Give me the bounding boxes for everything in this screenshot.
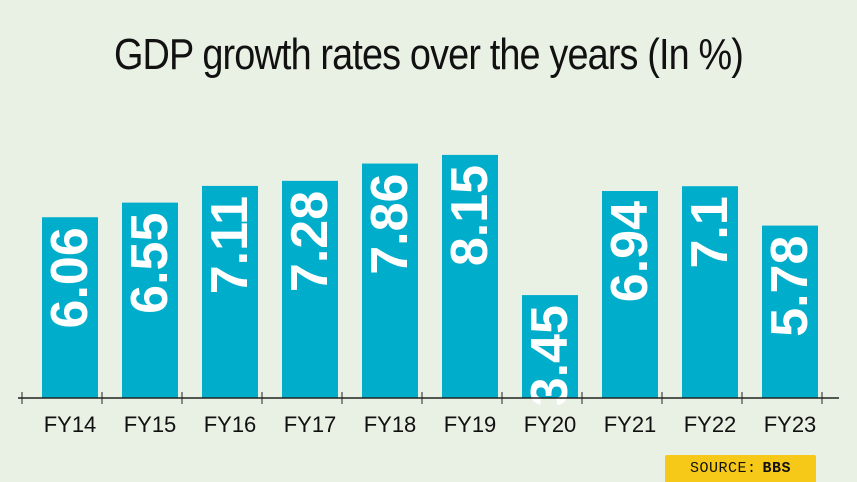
- bar-fy18: [362, 163, 418, 398]
- x-tick-label: FY18: [364, 412, 417, 437]
- x-tick-label: FY20: [524, 412, 577, 437]
- bar-fy14: [42, 217, 98, 398]
- bar-fy20: [522, 295, 578, 398]
- bar-fy19: [442, 154, 498, 398]
- source-value: BBS: [762, 460, 792, 477]
- x-tick-label: FY14: [44, 412, 97, 437]
- x-axis-ticks: FY14 FY15 FY16 FY17 FY18 FY19 FY20 FY21 FY22 FY23: [21, 392, 823, 437]
- bar-value-label: 6.55: [121, 213, 179, 314]
- bar-fy23: [762, 225, 818, 398]
- chart-title: GDP growth rates over the years (In %): [113, 30, 744, 79]
- bar-value-label: 5.78: [761, 236, 819, 337]
- bar-fy17: [282, 180, 338, 398]
- bar-value-label: 6.06: [41, 227, 99, 328]
- x-tick-label: FY21: [604, 412, 657, 437]
- x-tick-label: FY23: [764, 412, 817, 437]
- bar-value-label: 7.11: [201, 196, 259, 294]
- x-tick-label: FY16: [204, 412, 257, 437]
- x-tick-label: FY17: [284, 412, 337, 437]
- bar-value-label: 3.45: [521, 305, 579, 406]
- x-tick-label: FY19: [444, 412, 497, 437]
- bar-value-label: 7.28: [281, 191, 339, 292]
- source-label: SOURCE:: [689, 460, 757, 477]
- x-tick-label: FY22: [684, 412, 737, 437]
- bar-value-label: 7.1: [681, 196, 739, 268]
- bar-value-label: 8.15: [441, 165, 499, 266]
- bars-group: 6.06 6.55 7.11 7.28 7.86 8.15 3.45 6.94 7.1 5.78: [41, 154, 819, 406]
- bar-fy21: [602, 190, 658, 398]
- source-badge: SOURCE: BBS: [665, 455, 816, 482]
- bar-fy16: [202, 185, 258, 398]
- bar-value-label: 6.94: [601, 201, 659, 302]
- bar-fy22: [682, 186, 738, 398]
- x-tick-label: FY15: [124, 412, 177, 437]
- bar-value-label: 7.86: [361, 174, 419, 275]
- bar-fy15: [122, 202, 178, 398]
